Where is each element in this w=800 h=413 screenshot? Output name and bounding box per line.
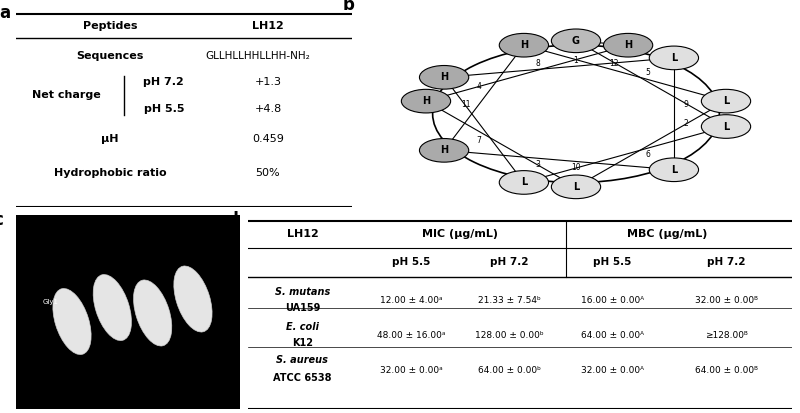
Text: H: H [624, 40, 632, 50]
Text: H: H [440, 72, 448, 82]
Text: 32.00 ± 0.00ᵃ: 32.00 ± 0.00ᵃ [380, 366, 442, 375]
Text: GLLHLLHHLLHH-NH₂: GLLHLLHHLLHH-NH₂ [206, 51, 310, 61]
Text: 32.00 ± 0.00ᴬ: 32.00 ± 0.00ᴬ [581, 366, 644, 375]
Text: 5: 5 [646, 68, 650, 77]
Text: L: L [670, 53, 677, 63]
Text: L: L [521, 178, 527, 188]
Text: 32.00 ± 0.00ᴮ: 32.00 ± 0.00ᴮ [695, 296, 758, 305]
Text: S. mutans: S. mutans [274, 287, 330, 297]
Text: H: H [520, 40, 528, 50]
Text: K12: K12 [292, 338, 313, 348]
Text: a: a [0, 4, 10, 22]
Text: 4: 4 [477, 83, 482, 91]
Text: 50%: 50% [256, 168, 280, 178]
Text: 12.00 ± 4.00ᵃ: 12.00 ± 4.00ᵃ [380, 296, 442, 305]
Text: Sequences: Sequences [76, 51, 144, 61]
Text: 12: 12 [610, 59, 619, 68]
Text: MIC (μg/mL): MIC (μg/mL) [422, 229, 498, 239]
Text: 48.00 ± 16.00ᵃ: 48.00 ± 16.00ᵃ [377, 331, 446, 339]
Text: L: L [723, 121, 729, 131]
Text: 64.00 ± 0.00ᴮ: 64.00 ± 0.00ᴮ [695, 366, 758, 375]
Circle shape [702, 115, 750, 138]
Circle shape [419, 66, 469, 89]
Circle shape [702, 89, 750, 113]
Circle shape [419, 138, 469, 162]
Text: 2: 2 [684, 119, 689, 128]
Text: H: H [422, 96, 430, 106]
Text: 64.00 ± 0.00ᴬ: 64.00 ± 0.00ᴬ [581, 331, 644, 339]
Text: 21.33 ± 7.54ᵇ: 21.33 ± 7.54ᵇ [478, 296, 541, 305]
Text: Peptides: Peptides [83, 21, 138, 31]
Text: 16.00 ± 0.00ᴬ: 16.00 ± 0.00ᴬ [581, 296, 644, 305]
Text: pH 7.2: pH 7.2 [707, 257, 746, 267]
Text: +4.8: +4.8 [254, 104, 282, 114]
Text: pH 5.5: pH 5.5 [143, 104, 184, 114]
Ellipse shape [174, 266, 212, 332]
Text: UA159: UA159 [285, 303, 320, 313]
Text: 0.459: 0.459 [252, 134, 284, 144]
Text: +1.3: +1.3 [254, 76, 282, 87]
Circle shape [603, 33, 653, 57]
Circle shape [551, 29, 601, 52]
Text: pH 5.5: pH 5.5 [594, 257, 632, 267]
Text: Net charge: Net charge [32, 90, 101, 100]
Text: 6: 6 [646, 150, 650, 159]
Text: pH 7.2: pH 7.2 [490, 257, 528, 267]
Text: G: G [572, 36, 580, 46]
Ellipse shape [93, 275, 131, 341]
Text: Hydrophobic ratio: Hydrophobic ratio [54, 168, 166, 178]
Circle shape [650, 46, 698, 70]
Text: μH: μH [102, 134, 119, 144]
Text: pH 7.2: pH 7.2 [143, 76, 184, 87]
Text: H: H [440, 145, 448, 155]
Text: LH12: LH12 [286, 229, 318, 239]
Text: 11: 11 [461, 100, 470, 109]
Text: LH12: LH12 [252, 21, 284, 31]
Text: 64.00 ± 0.00ᵇ: 64.00 ± 0.00ᵇ [478, 366, 541, 375]
Text: d: d [226, 211, 238, 229]
Text: 7: 7 [477, 136, 482, 145]
Text: c: c [0, 211, 3, 229]
Text: 128.00 ± 0.00ᵇ: 128.00 ± 0.00ᵇ [474, 331, 543, 339]
Text: 1: 1 [574, 56, 578, 64]
Ellipse shape [53, 289, 91, 354]
Text: L: L [573, 182, 579, 192]
Text: S. aureus: S. aureus [277, 355, 328, 366]
Text: MBC (μg/mL): MBC (μg/mL) [626, 229, 707, 239]
Text: L: L [723, 96, 729, 106]
Circle shape [650, 158, 698, 182]
Circle shape [499, 171, 549, 194]
Text: ≥128.00ᴮ: ≥128.00ᴮ [706, 331, 748, 339]
Ellipse shape [134, 280, 172, 346]
Text: 9: 9 [684, 100, 689, 109]
Text: ATCC 6538: ATCC 6538 [273, 373, 332, 383]
Circle shape [551, 175, 601, 199]
Text: 10: 10 [571, 163, 581, 172]
Circle shape [402, 89, 450, 113]
Text: E. coli: E. coli [286, 322, 319, 332]
Text: Gly1: Gly1 [43, 299, 59, 305]
Circle shape [499, 33, 549, 57]
Text: 3: 3 [535, 160, 540, 169]
Text: pH 5.5: pH 5.5 [392, 257, 430, 267]
Text: 8: 8 [535, 59, 540, 68]
Text: b: b [343, 0, 355, 14]
Text: L: L [670, 165, 677, 175]
